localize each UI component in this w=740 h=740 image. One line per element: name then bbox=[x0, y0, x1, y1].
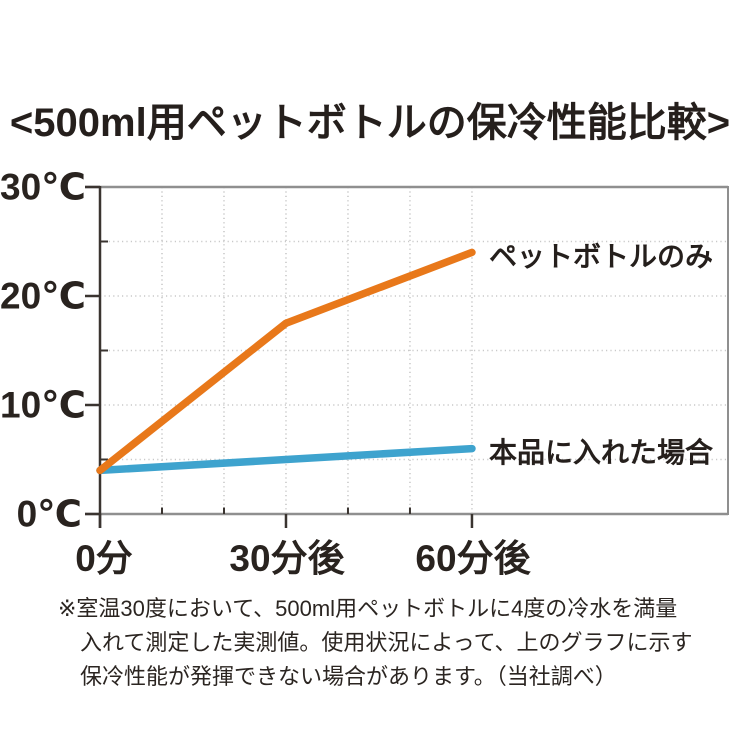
y-axis-label-10: 10℃ bbox=[0, 384, 86, 426]
y-axis-label-20: 20℃ bbox=[0, 275, 86, 317]
series-label-pet-bottle-only: ペットボトルのみ bbox=[489, 241, 714, 272]
series-line-pet-bottle-only bbox=[96, 248, 476, 475]
footnote: ※室温30度において、500ml用ペットボトルに4度の冷水を満量 入れて測定した… bbox=[58, 592, 732, 694]
footnote-line-1: ※室温30度において、500ml用ペットボトルに4度の冷水を満量 bbox=[58, 596, 678, 621]
footnote-line-2: 入れて測定した実測値。使用状況によって、上のグラフに示す bbox=[80, 630, 693, 655]
chart-title: <500ml用ペットボトルの保冷性能比較> bbox=[9, 101, 731, 145]
series-line-in-this-product bbox=[96, 444, 476, 475]
x-axis-label-60min: 60分後 bbox=[415, 538, 531, 579]
y-axis-label-30: 30℃ bbox=[0, 166, 86, 208]
series-label-in-this-product: 本品に入れた場合 bbox=[489, 437, 714, 468]
footnote-line-3: 保冷性能が発揮できない場合があります。（当社調べ） bbox=[80, 664, 617, 689]
y-axis-label-0: 0℃ bbox=[16, 493, 82, 535]
x-axis-label-0min: 0分 bbox=[75, 538, 133, 579]
x-axis-label-30min: 30分後 bbox=[229, 538, 345, 579]
